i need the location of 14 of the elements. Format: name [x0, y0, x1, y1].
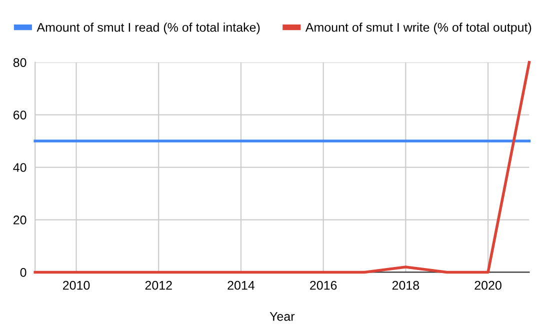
x-axis-title: Year [270, 312, 295, 321]
y-tick-label: 40 [13, 163, 26, 172]
x-tick-label: 2016 [310, 280, 337, 290]
x-tick-label: 2012 [145, 280, 172, 290]
y-tick-label: 60 [14, 110, 26, 120]
y-tick-label: 20 [13, 216, 26, 224]
x-tick-label: 2014 [228, 280, 255, 290]
legend-label: Amount of smut I read (% of total intake) [36, 22, 260, 34]
legend-label: Amount of smut I write (% of total output) [305, 22, 532, 34]
y-tick-label: 80 [13, 58, 26, 67]
x-tick-label: 2018 [392, 280, 420, 290]
x-tick-label: 2010 [63, 280, 90, 290]
y-tick-label: 0 [20, 268, 26, 277]
x-tick-label: 2020 [474, 280, 502, 290]
